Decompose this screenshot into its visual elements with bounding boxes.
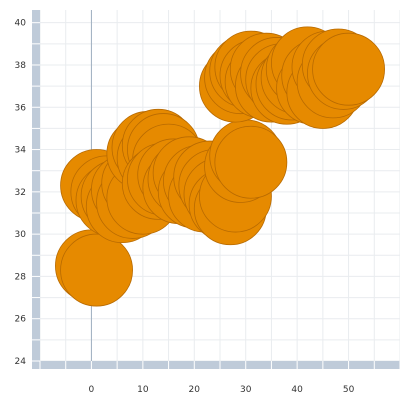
y-tick-label: 36 xyxy=(15,103,27,113)
x-tick-label: 10 xyxy=(137,385,149,395)
y-tick-label: 40 xyxy=(15,19,27,29)
y-tick-label: 24 xyxy=(15,357,27,367)
x-tick-label: 0 xyxy=(89,385,95,395)
y-tick-label: 26 xyxy=(15,315,27,325)
y-tick-label: 32 xyxy=(15,188,26,198)
bubble-point xyxy=(60,233,133,307)
bubbles xyxy=(55,26,385,307)
y-tick-label: 30 xyxy=(15,230,27,240)
x-axis-bar xyxy=(32,361,400,369)
bubble-point xyxy=(312,32,385,106)
y-axis-bar xyxy=(32,10,40,369)
x-tick-label: 50 xyxy=(343,385,355,395)
y-tick-label: 38 xyxy=(15,61,27,71)
axis-ticks xyxy=(32,22,400,369)
bubble-point xyxy=(214,125,288,199)
tick-labels: 0 10 20 30 40 50 24 26 28 30 32 34 36 38 40 xyxy=(15,19,355,395)
x-tick-label: 30 xyxy=(240,385,252,395)
x-tick-label: 40 xyxy=(291,385,303,395)
y-tick-label: 34 xyxy=(15,146,27,156)
x-tick-label: 20 xyxy=(189,385,201,395)
y-tick-label: 28 xyxy=(15,272,27,282)
